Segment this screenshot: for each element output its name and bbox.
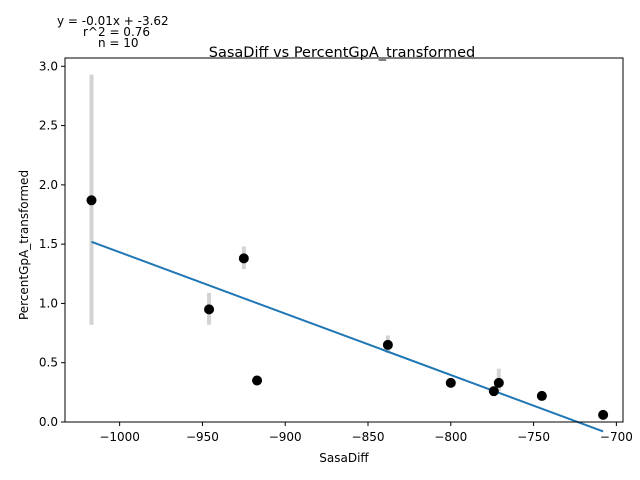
plot-area-frame bbox=[64, 57, 624, 423]
data-point bbox=[536, 390, 547, 401]
y-tick-label: 0.5 bbox=[39, 356, 58, 370]
data-point bbox=[86, 195, 97, 206]
y-axis-ticks: 0.0 0.5 1.0 1.5 2.0 2.5 3.0 bbox=[39, 59, 65, 429]
n-annotation: n = 10 bbox=[98, 36, 139, 50]
x-tick-label: −700 bbox=[600, 430, 633, 444]
x-tick-label: −1000 bbox=[99, 430, 140, 444]
fit-line bbox=[91, 240, 604, 433]
data-point bbox=[488, 386, 499, 397]
data-point bbox=[493, 377, 504, 388]
x-tick-label: −950 bbox=[186, 430, 219, 444]
data-point bbox=[238, 253, 249, 264]
data-point bbox=[598, 409, 609, 420]
errorbars-group bbox=[89, 74, 501, 392]
y-tick-label: 1.0 bbox=[39, 296, 58, 310]
y-tick-label: 2.0 bbox=[39, 178, 58, 192]
points-group bbox=[86, 195, 609, 420]
y-tick-label: 1.5 bbox=[39, 237, 58, 251]
data-point bbox=[252, 375, 263, 386]
x-tick-label: −900 bbox=[269, 430, 302, 444]
x-tick-label: −850 bbox=[352, 430, 385, 444]
data-point bbox=[382, 339, 393, 350]
equation-annotation: y = -0.01x + -3.62 bbox=[57, 14, 169, 28]
x-axis-ticks: −1000 −950 −900 −850 −800 −750 −700 bbox=[99, 422, 633, 444]
r-squared-annotation: r^2 = 0.76 bbox=[83, 25, 150, 39]
data-point bbox=[445, 377, 456, 388]
y-tick-label: 0.0 bbox=[39, 415, 58, 429]
chart-title: SasaDiff vs PercentGpA_transformed bbox=[209, 45, 475, 61]
fit-line-group bbox=[91, 240, 604, 433]
x-tick-label: −750 bbox=[517, 430, 550, 444]
y-tick-label: 3.0 bbox=[39, 59, 58, 73]
y-axis-title: PercentGpA_transformed bbox=[17, 170, 31, 320]
x-axis-title: SasaDiff bbox=[319, 451, 369, 465]
x-tick-label: −800 bbox=[434, 430, 467, 444]
data-point bbox=[204, 304, 215, 315]
y-tick-label: 2.5 bbox=[39, 119, 58, 133]
